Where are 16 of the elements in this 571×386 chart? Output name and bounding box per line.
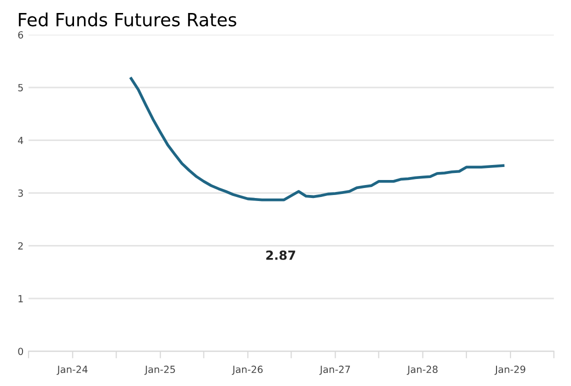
x-tick-label: Jan-25 xyxy=(144,366,175,375)
line-series xyxy=(130,77,504,202)
x-tick-label: Jan-27 xyxy=(319,366,350,375)
x-tick-label: Jan-26 xyxy=(232,366,263,375)
y-tick-label: 1 xyxy=(18,295,23,302)
y-tick-label: 3 xyxy=(18,189,23,197)
y-tick-label: 6 xyxy=(18,31,24,39)
y-tick-label: 4 xyxy=(18,136,24,144)
x-tick-label: Jan-28 xyxy=(406,366,438,375)
chart-title: Fed Funds Futures Rates xyxy=(18,12,236,26)
y-tick-label: 2 xyxy=(18,242,23,250)
x-tick-label: Jan-29 xyxy=(494,366,526,375)
y-tick-label: 5 xyxy=(18,84,23,92)
y-tick-label: 0 xyxy=(18,348,24,356)
x-tick-label: Jan-24 xyxy=(56,366,88,375)
annotation: 2.87 xyxy=(266,250,296,260)
